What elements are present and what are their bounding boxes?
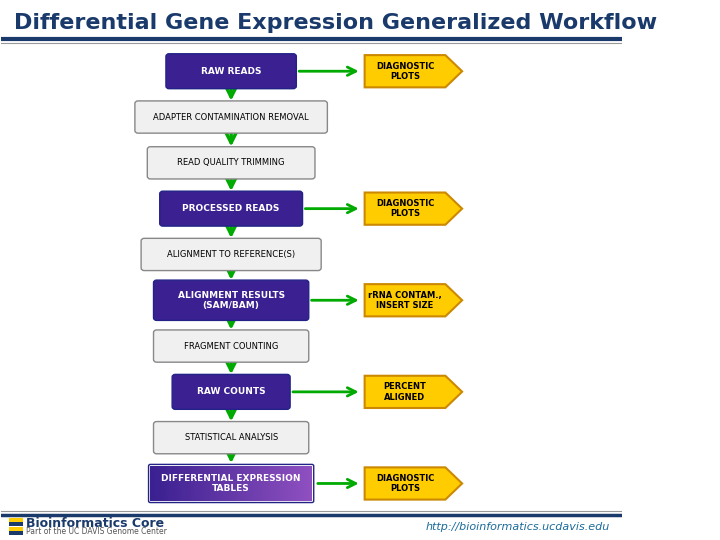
Bar bbox=[250, 466, 253, 501]
Bar bbox=[150, 466, 154, 501]
Text: Differential Gene Expression Generalized Workflow: Differential Gene Expression Generalized… bbox=[14, 13, 657, 33]
Text: RAW COUNTS: RAW COUNTS bbox=[197, 387, 266, 396]
Text: ALIGNMENT RESULTS
(SAM/BAM): ALIGNMENT RESULTS (SAM/BAM) bbox=[178, 291, 284, 310]
Text: RAW READS: RAW READS bbox=[201, 67, 261, 76]
Bar bbox=[9, 523, 22, 526]
Text: DIAGNOSTIC
PLOTS: DIAGNOSTIC PLOTS bbox=[376, 62, 434, 81]
Text: FRAGMENT COUNTING: FRAGMENT COUNTING bbox=[184, 342, 279, 350]
Bar bbox=[258, 466, 261, 501]
Bar bbox=[307, 466, 310, 501]
Bar bbox=[215, 466, 218, 501]
Bar bbox=[253, 466, 256, 501]
Bar bbox=[279, 466, 283, 501]
Bar bbox=[288, 466, 291, 501]
Bar bbox=[261, 466, 264, 501]
Text: ALIGNMENT TO REFERENCE(S): ALIGNMENT TO REFERENCE(S) bbox=[167, 250, 295, 259]
Bar bbox=[204, 466, 207, 501]
Bar bbox=[266, 466, 269, 501]
FancyBboxPatch shape bbox=[135, 101, 328, 133]
Bar bbox=[309, 466, 312, 501]
Bar bbox=[239, 466, 243, 501]
Bar bbox=[212, 466, 215, 501]
FancyBboxPatch shape bbox=[153, 330, 309, 362]
Text: DIAGNOSTIC
PLOTS: DIAGNOSTIC PLOTS bbox=[376, 474, 434, 493]
Bar bbox=[194, 466, 197, 501]
Bar bbox=[269, 466, 272, 501]
Bar bbox=[169, 466, 173, 501]
Bar bbox=[175, 466, 178, 501]
FancyBboxPatch shape bbox=[166, 54, 297, 89]
Bar bbox=[210, 466, 213, 501]
Bar bbox=[242, 466, 246, 501]
Bar bbox=[153, 466, 156, 501]
Bar bbox=[185, 466, 189, 501]
Bar bbox=[172, 466, 175, 501]
Bar bbox=[271, 466, 275, 501]
FancyBboxPatch shape bbox=[148, 147, 315, 179]
FancyBboxPatch shape bbox=[153, 422, 309, 454]
Bar bbox=[285, 466, 288, 501]
Bar bbox=[9, 527, 22, 531]
Bar bbox=[191, 466, 194, 501]
Bar bbox=[217, 466, 221, 501]
Bar bbox=[245, 466, 248, 501]
Text: STATISTICAL ANALYSIS: STATISTICAL ANALYSIS bbox=[184, 433, 278, 442]
Bar bbox=[220, 466, 224, 501]
Bar bbox=[202, 466, 205, 501]
Bar bbox=[166, 466, 170, 501]
Bar bbox=[156, 466, 159, 501]
Bar bbox=[301, 466, 305, 501]
Bar bbox=[177, 466, 181, 501]
Bar bbox=[199, 466, 202, 501]
Bar bbox=[226, 466, 229, 501]
Bar bbox=[231, 466, 235, 501]
Text: rRNA CONTAM.,
INSERT SIZE: rRNA CONTAM., INSERT SIZE bbox=[368, 291, 442, 310]
Bar bbox=[298, 466, 302, 501]
Polygon shape bbox=[364, 467, 462, 500]
Text: DIFFERENTIAL EXPRESSION
TABLES: DIFFERENTIAL EXPRESSION TABLES bbox=[161, 474, 301, 493]
Bar bbox=[304, 466, 307, 501]
Bar bbox=[207, 466, 210, 501]
Text: DIAGNOSTIC
PLOTS: DIAGNOSTIC PLOTS bbox=[376, 199, 434, 218]
Bar bbox=[264, 466, 266, 501]
Bar bbox=[247, 466, 251, 501]
Bar bbox=[9, 531, 22, 535]
Bar bbox=[223, 466, 226, 501]
Bar bbox=[234, 466, 237, 501]
Polygon shape bbox=[364, 284, 462, 316]
Polygon shape bbox=[364, 376, 462, 408]
FancyBboxPatch shape bbox=[172, 374, 290, 409]
Bar bbox=[183, 466, 186, 501]
Bar bbox=[290, 466, 294, 501]
Bar bbox=[9, 518, 22, 522]
Text: PERCENT
ALIGNED: PERCENT ALIGNED bbox=[384, 382, 426, 402]
Text: http://bioinformatics.ucdavis.edu: http://bioinformatics.ucdavis.edu bbox=[426, 522, 610, 532]
Bar bbox=[296, 466, 299, 501]
Bar bbox=[228, 466, 232, 501]
Bar bbox=[196, 466, 199, 501]
Bar bbox=[180, 466, 184, 501]
Text: READ QUALITY TRIMMING: READ QUALITY TRIMMING bbox=[177, 158, 285, 167]
Bar bbox=[236, 466, 240, 501]
Bar bbox=[282, 466, 286, 501]
Text: Bioinformatics Core: Bioinformatics Core bbox=[26, 517, 164, 530]
Polygon shape bbox=[364, 55, 462, 87]
FancyBboxPatch shape bbox=[153, 280, 309, 320]
Bar bbox=[293, 466, 297, 501]
Bar bbox=[161, 466, 164, 501]
Bar bbox=[256, 466, 258, 501]
Bar bbox=[188, 466, 192, 501]
Bar bbox=[274, 466, 277, 501]
Bar bbox=[158, 466, 162, 501]
Bar bbox=[164, 466, 167, 501]
Text: PROCESSED READS: PROCESSED READS bbox=[182, 204, 280, 213]
FancyBboxPatch shape bbox=[160, 191, 302, 226]
Text: ADAPTER CONTAMINATION REMOVAL: ADAPTER CONTAMINATION REMOVAL bbox=[153, 112, 309, 122]
Bar bbox=[277, 466, 280, 501]
Polygon shape bbox=[364, 193, 462, 225]
Text: Part of the UC DAVIS Genome Center: Part of the UC DAVIS Genome Center bbox=[26, 527, 167, 536]
FancyBboxPatch shape bbox=[141, 238, 321, 271]
